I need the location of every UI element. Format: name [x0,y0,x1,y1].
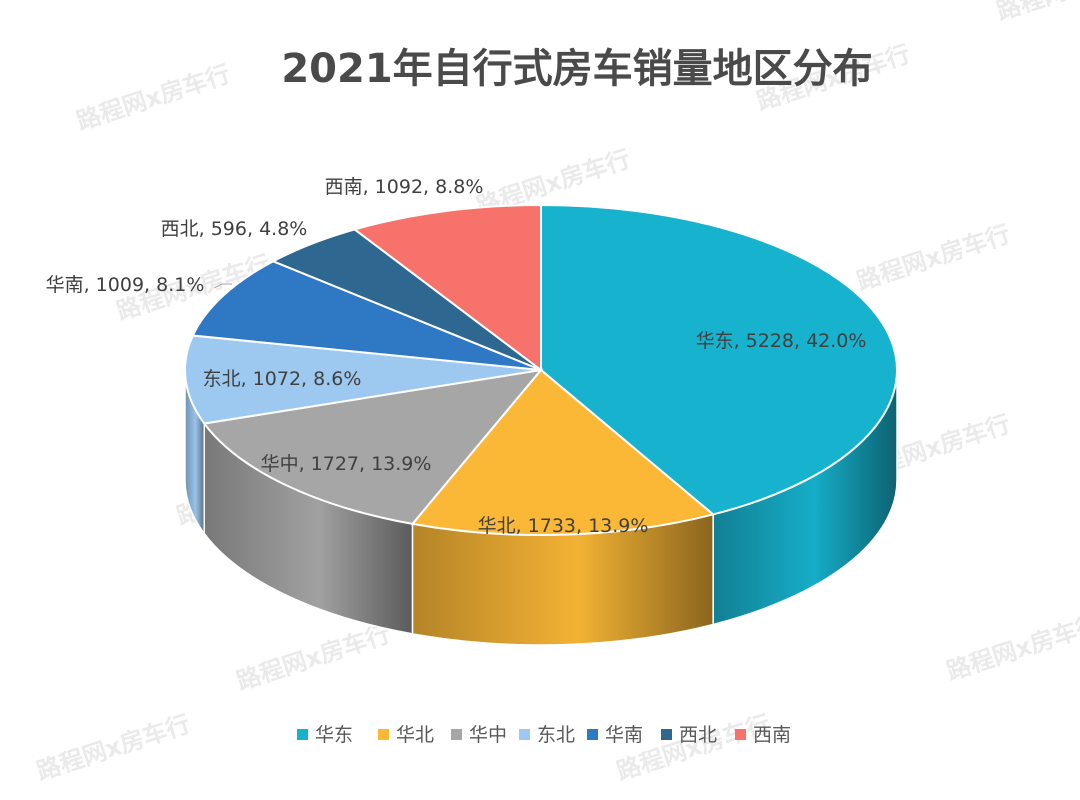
legend-swatch-西北 [661,729,672,740]
pie-top [184,203,898,536]
pie-sides [184,369,898,646]
watermark-text: 路程网x房车行 [33,710,193,786]
watermark-text: 路程网x房车行 [943,610,1080,686]
legend-label-华中: 华中 [469,724,507,746]
pie-slice-西南 [352,203,542,373]
data-label-东北: 东北, 1072, 8.6% [203,368,362,390]
watermark-text: 路程网x房车行 [73,60,233,136]
data-label-华南: 华南, 1009, 8.1% [46,274,205,296]
legend-swatch-华北 [378,729,389,740]
watermark-text: 路程网x房车行 [233,620,393,696]
data-label-华北: 华北, 1733, 13.9% [478,515,649,537]
watermark-text: 路程网x房车行 [993,0,1080,26]
pie-slice-华北 [410,368,716,536]
watermark-text: 路程网x房车行 [613,710,773,786]
pie-slice-东北 [184,334,542,425]
legend-label-东北: 东北 [537,724,575,746]
data-label-华东: 华东, 5228, 42.0% [696,330,867,352]
legend-label-西北: 西北 [679,724,717,746]
pie-slice-华东 [540,203,898,516]
leader-line [213,283,232,289]
legend-label-华东: 华东 [315,724,353,746]
data-labels: 华东, 5228, 42.0% 华北, 1733, 13.9% 华中, 1727, … [46,176,867,537]
legend: 华东 华北 华中 东北 华南 西北 西南 [297,724,791,746]
legend-swatch-华中 [451,729,462,740]
watermark-text: 路程网x房车行 [853,220,1013,296]
legend-swatch-华南 [587,729,598,740]
legend-swatch-西南 [735,729,746,740]
legend-swatch-华东 [297,729,308,740]
legend-label-华北: 华北 [396,724,434,746]
data-label-西南: 西南, 1092, 8.8% [325,176,484,198]
legend-swatch-东北 [519,729,530,740]
chart-title: 2021年自行式房车销量地区分布 [281,46,872,92]
data-label-西北: 西北, 596, 4.8% [161,218,308,240]
legend-label-西南: 西南 [753,724,791,746]
pie-slice-华中 [202,368,544,525]
data-label-华中: 华中, 1727, 13.9% [261,453,432,475]
legend-label-华南: 华南 [605,724,643,746]
pie-slice-华南 [191,260,542,371]
